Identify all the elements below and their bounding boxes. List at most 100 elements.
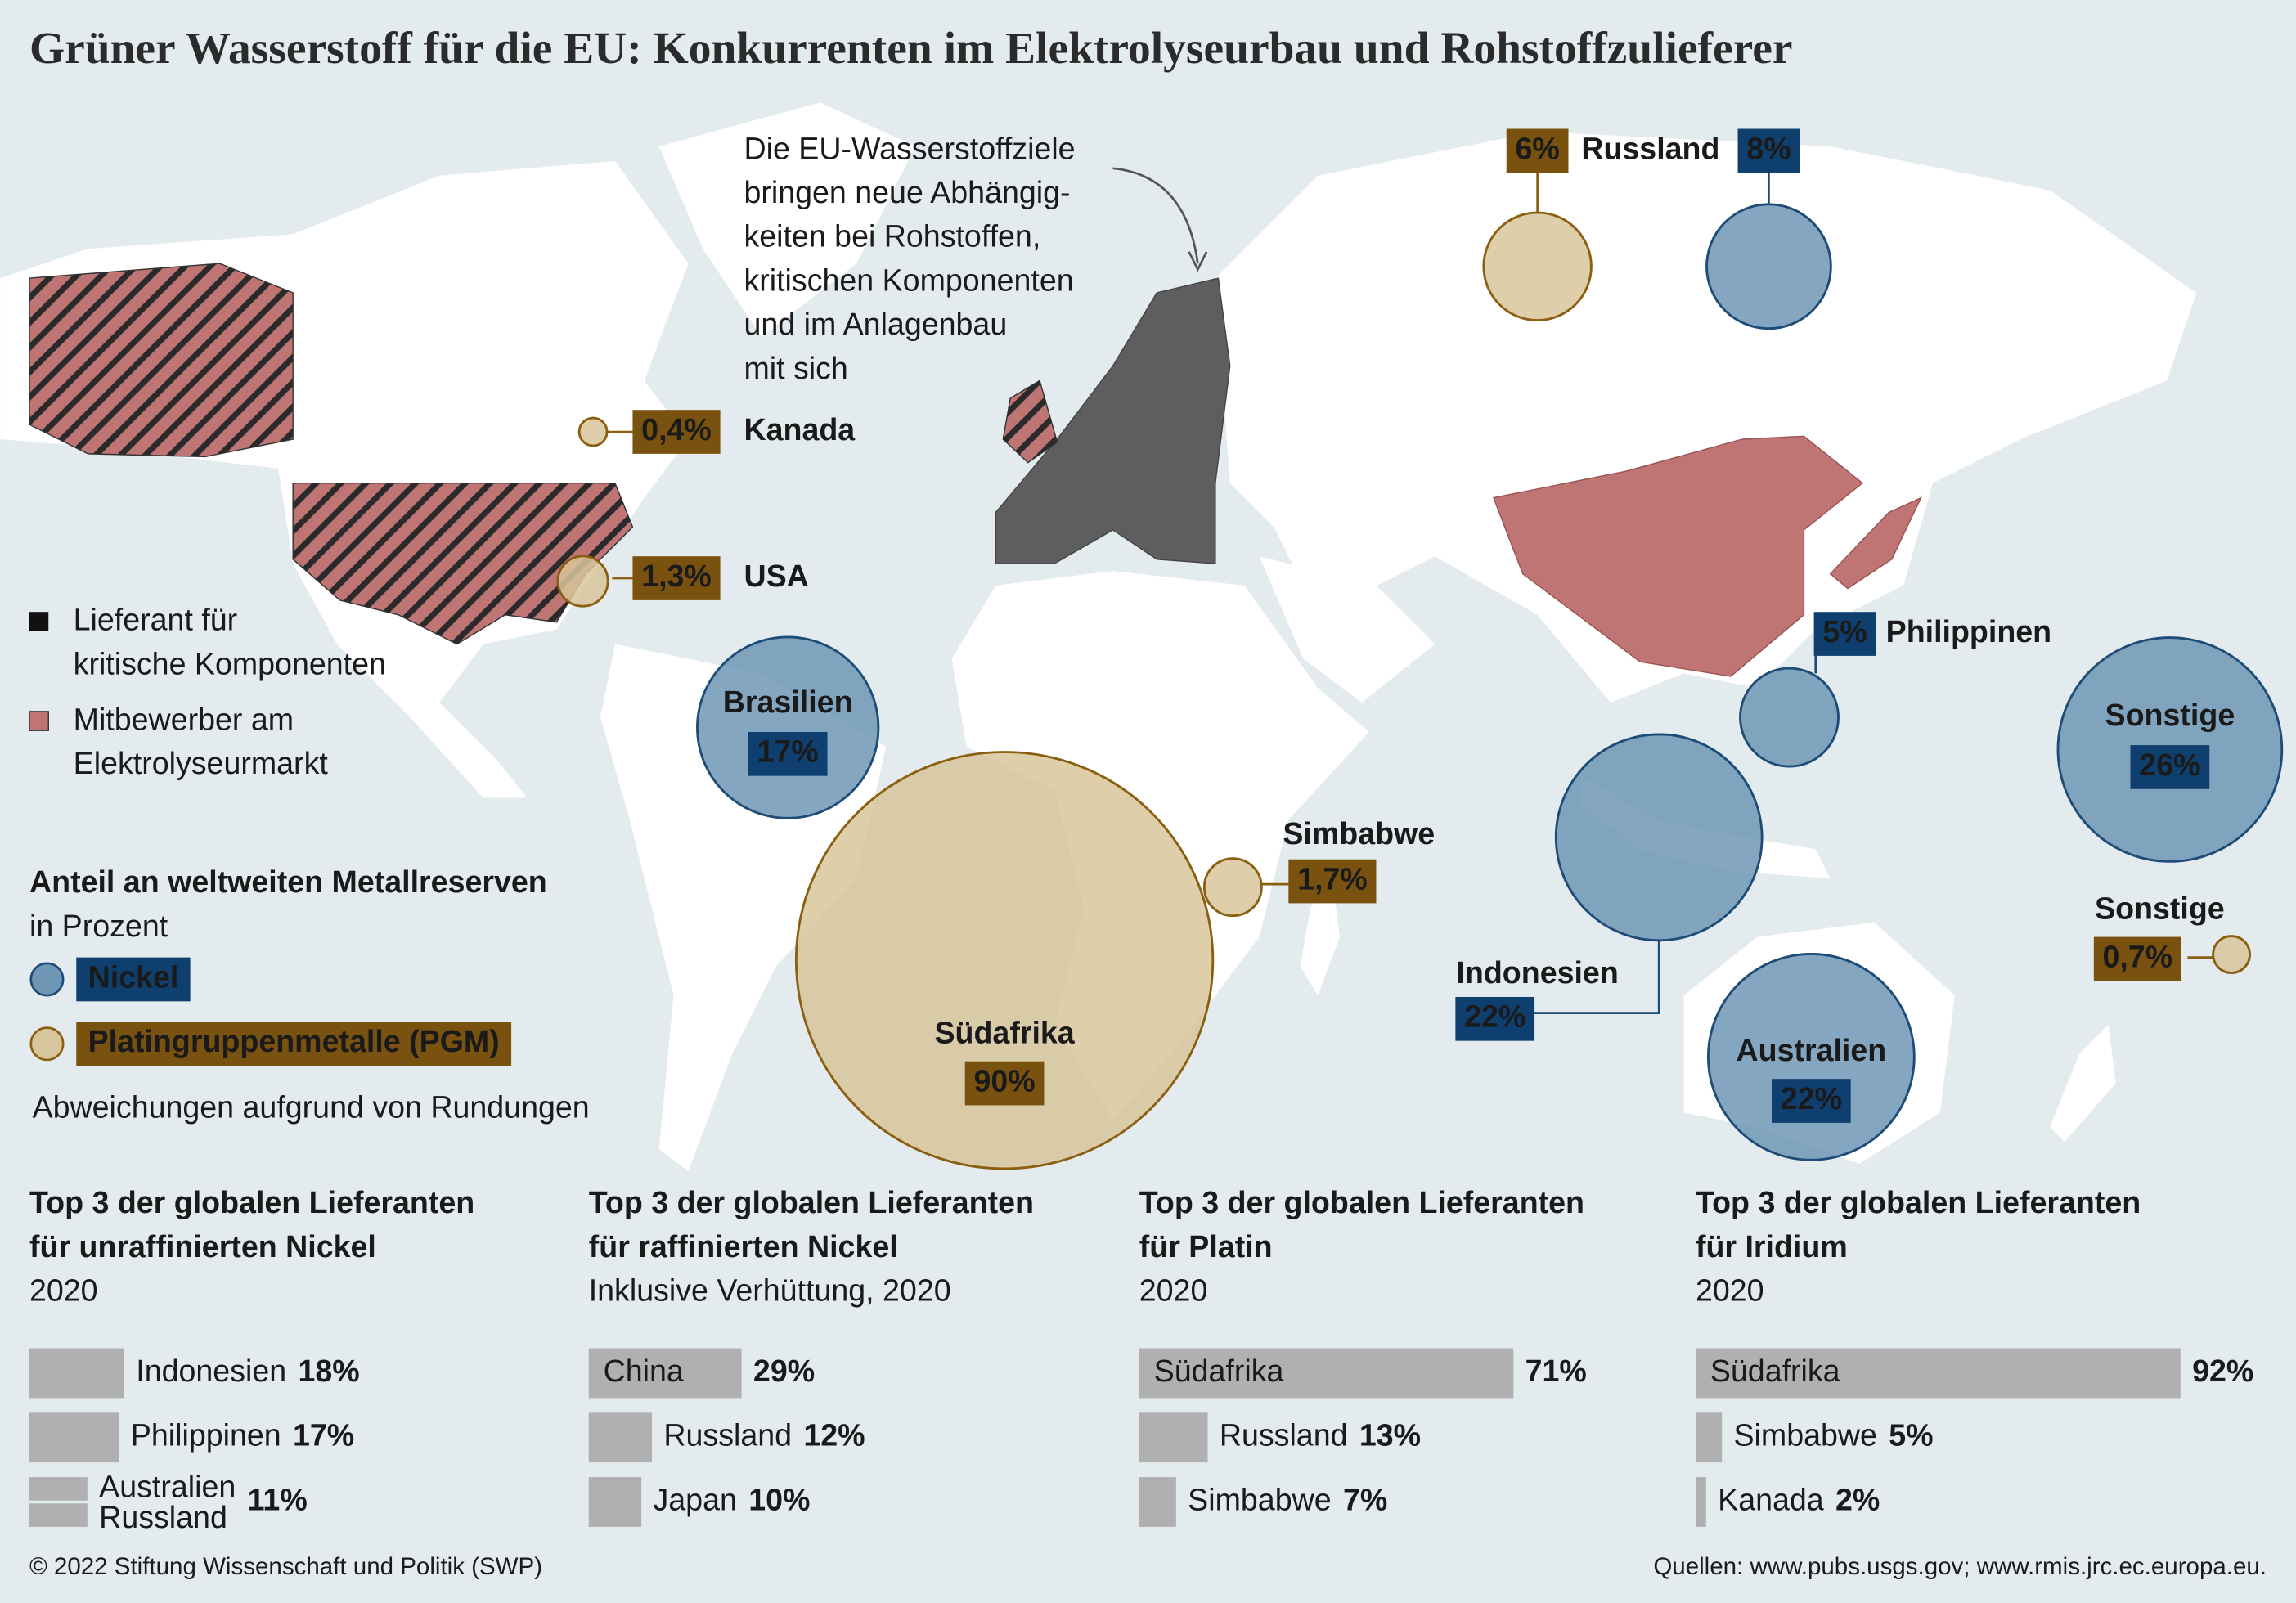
bubble-label: Kanada [744,412,856,447]
bubble-label: Philippinen [1886,614,2052,649]
annotation-line: kritischen Komponenten [744,263,1073,297]
bar [588,1348,742,1399]
arabia [1259,556,1436,703]
bar [1695,1412,1723,1463]
annotation-line: bringen neue Abhängig- [744,175,1070,209]
bubble [577,416,609,447]
bubble-value-box [632,556,721,600]
bar [1139,1348,1514,1399]
bubble-value-box [748,731,828,776]
leader-line [1522,940,1660,1014]
bar-label: Russland [663,1418,792,1453]
bar-value-label: 13% [1359,1418,1421,1453]
bar-label: Philippinen [131,1418,281,1453]
bubble [1554,733,1764,942]
bubble [1482,211,1593,321]
bubble-value-box [1288,859,1377,904]
bubble-label: Australien [1736,1033,1886,1067]
bar [1695,1477,1706,1527]
metal-legend-circle [29,962,65,997]
bubble-value-label: 90% [973,1063,1035,1098]
bar-value-label: 10% [748,1482,810,1516]
panel-subtitle: 2020 [29,1273,98,1307]
bubble-value-label: 0,4% [641,412,712,447]
bubble-value-label: 22% [1464,999,1525,1034]
legend-label: kritische Komponenten [74,646,386,680]
bar [588,1412,653,1463]
panel-title: Top 3 der globalen Lieferanten [1139,1185,1584,1219]
metal-legend-box [76,1022,512,1066]
bar-value-label: 92% [2192,1354,2253,1388]
bar-label: Simbabwe [1733,1418,1876,1453]
bubble [696,635,880,819]
bar-value-label: 17% [293,1418,354,1453]
metal-legend-circle [29,1026,65,1062]
bar [29,1503,88,1527]
bar-label: Kanada [1718,1482,1824,1516]
bar [1139,1477,1176,1527]
metal-legend-label: Platingruppenmetalle (PGM) [88,1024,500,1058]
annotation-line: keiten bei Rohstoffen, [744,219,1040,254]
bubble-label: Simbabwe [1283,816,1435,851]
annotation-line: und im Anlagenbau [744,307,1007,341]
bar-label: Russland [99,1500,227,1534]
bubble-label: Brasilien [723,685,853,719]
bubble-value-box [964,1061,1045,1106]
bubble [1202,857,1263,918]
annotation-line: mit sich [744,351,847,385]
legend-label: Lieferant für [74,603,238,637]
bubble-value-box [632,410,721,454]
united-kingdom [1002,379,1058,464]
alaska [29,263,294,458]
bar-label: Japan [653,1482,736,1516]
annotation-arrow [1112,167,1199,264]
bubble-label: Indonesien [1456,955,1618,990]
panel-title: für unraffinierten Nickel [29,1229,376,1264]
bar-label: Südafrika [1154,1354,1284,1388]
bubble-value-box [1772,1079,1851,1123]
panel-title: Top 3 der globalen Lieferanten [29,1185,474,1219]
bubble-value-box [1455,996,1535,1041]
bar-value-label: 29% [753,1354,815,1388]
bubble-value-box [2093,936,2181,981]
bar-value-label: 2% [1835,1482,1880,1516]
bubble-value-label: 8% [1746,131,1791,165]
bubble [794,751,1215,1170]
bar-label: Simbabwe [1188,1482,1331,1516]
bar [29,1477,88,1501]
bubble-label: Südafrika [934,1015,1075,1049]
legend-swatch-competitor [29,711,49,731]
panel-title: für Iridium [1696,1229,1848,1264]
indonesia [1581,775,1831,878]
bar-value-label: 11% [248,1482,308,1516]
bubble-value-box [1813,612,1876,656]
new-zealand [2050,1024,2116,1143]
madagascar [1300,878,1340,996]
bubble-label: Sonstige [2095,891,2225,925]
bubble-value-label: 17% [757,734,819,769]
bar-value-label: 71% [1525,1354,1587,1388]
bubble-value-box [2130,745,2210,789]
panel-title: für raffinierten Nickel [589,1229,898,1264]
bubble-label: USA [744,559,808,593]
bubble [2212,935,2251,974]
panel-title: Top 3 der globalen Lieferanten [1696,1185,2141,1219]
panel-subtitle: 2020 [1139,1273,1208,1307]
panel-title: für Platin [1139,1229,1273,1264]
bar-value-label: 18% [298,1354,359,1388]
bar [29,1412,119,1463]
bubble-value-label: 6% [1515,131,1559,165]
china [1492,435,1864,677]
title: Grüner Wasserstoff für die EU: Konkurren… [29,24,1793,74]
bar [29,1348,124,1399]
bar [1139,1412,1208,1463]
bar-label: Russland [1220,1418,1348,1453]
metal-legend-subheading: in Prozent [29,909,168,943]
bubble [1706,952,1916,1161]
japan [1829,496,1923,590]
bubble-label: Sonstige [2105,698,2235,732]
greenland [658,102,915,337]
bar-label: Indonesien [136,1354,286,1388]
sources: Quellen: www.pubs.usgs.gov; www.rmis.jrc… [1653,1553,2267,1580]
